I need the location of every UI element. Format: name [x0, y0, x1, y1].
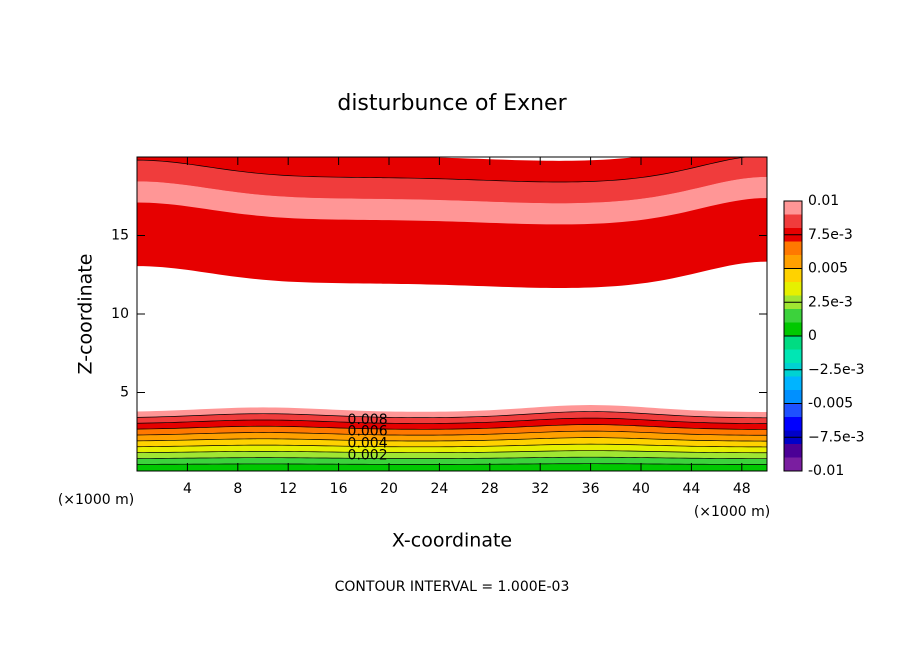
- colorbar-segment: [784, 403, 802, 417]
- contour-line: [137, 417, 767, 424]
- colorbar-segment: [784, 376, 802, 390]
- contour-band: [137, 176, 767, 225]
- x-tick-label: 24: [430, 481, 448, 497]
- y-axis-label: Z-coordinate: [75, 254, 97, 375]
- x-tick-label: 28: [481, 481, 499, 497]
- contour-line: [137, 411, 767, 419]
- plot-area: [137, 157, 767, 471]
- colorbar-segment: [784, 255, 802, 269]
- y-tick-label: 10: [111, 306, 129, 322]
- colorbar-segment: [784, 417, 802, 431]
- x-unit-label: (×1000 m): [58, 492, 134, 508]
- contour-line: [137, 443, 767, 448]
- colorbar-tick-label: -0.01: [808, 463, 844, 479]
- y-tick-label: 15: [111, 228, 129, 244]
- x-tick-label: 20: [380, 481, 398, 497]
- colorbar-segment: [784, 282, 802, 296]
- colorbar-tick-label: 0.01: [808, 193, 839, 209]
- colorbar-segment: [784, 309, 802, 323]
- contour-line: [137, 430, 767, 436]
- x-axis-label: X-coordinate: [392, 530, 512, 552]
- contour-line: [137, 157, 750, 183]
- contour-label: 0.008: [348, 412, 388, 428]
- colorbar-tick-label: 0: [808, 328, 817, 344]
- contour-label: 0.006: [348, 424, 388, 440]
- contour-band: [137, 431, 767, 442]
- contour-band: [137, 437, 767, 447]
- contour-line: [137, 450, 767, 454]
- contour-band: [137, 405, 767, 418]
- x-tick-label: 12: [279, 481, 297, 497]
- colorbar-tick-label: −2.5e-3: [808, 362, 865, 378]
- x-tick-label: 16: [330, 481, 348, 497]
- colorbar-segment: [784, 457, 802, 471]
- colorbar-tick-label: 0.005: [808, 261, 848, 277]
- colorbar-tick-label: −7.5e-3: [808, 429, 865, 445]
- contour-band: [137, 457, 767, 465]
- colorbar-tick-label: -0.005: [808, 396, 853, 412]
- contour-line: [137, 437, 767, 442]
- contour-band: [137, 463, 767, 471]
- colorbar-segment: [784, 322, 802, 336]
- colorbar-segment: [784, 390, 802, 404]
- x-tick-label: 48: [733, 481, 751, 497]
- contour-line: [137, 463, 767, 465]
- x-tick-label: 44: [682, 481, 700, 497]
- colorbar-segment: [784, 241, 802, 255]
- contour-line: [137, 456, 767, 459]
- contour-band: [137, 450, 767, 459]
- y-tick-label: 5: [120, 385, 129, 401]
- colorbar-segment: [784, 268, 802, 282]
- x-tick-label: 36: [582, 481, 600, 497]
- colorbar-segment: [784, 444, 802, 458]
- contour-band: [137, 157, 767, 204]
- x-tick-label: 40: [632, 481, 650, 497]
- footer: CONTOUR INTERVAL = 1.000E-03: [335, 579, 570, 595]
- colorbar-tick-label: 7.5e-3: [808, 227, 853, 243]
- colorbar-segment: [784, 349, 802, 363]
- contour-label: 0.004: [348, 436, 388, 452]
- x-tick-label: 32: [531, 481, 549, 497]
- colorbar-segment: [784, 336, 802, 350]
- x-tick-label: 4: [183, 481, 192, 497]
- colorbar-segment: [784, 214, 802, 228]
- colorbar-segment: [784, 201, 802, 215]
- contour-line: [137, 424, 767, 430]
- x-unit-label: (×1000 m): [694, 504, 770, 520]
- colorbar-tick-label: 2.5e-3: [808, 294, 853, 310]
- x-tick-label: 8: [233, 481, 242, 497]
- chart-title: disturbunce of Exner: [337, 91, 567, 116]
- contour-label: 0.002: [348, 447, 388, 463]
